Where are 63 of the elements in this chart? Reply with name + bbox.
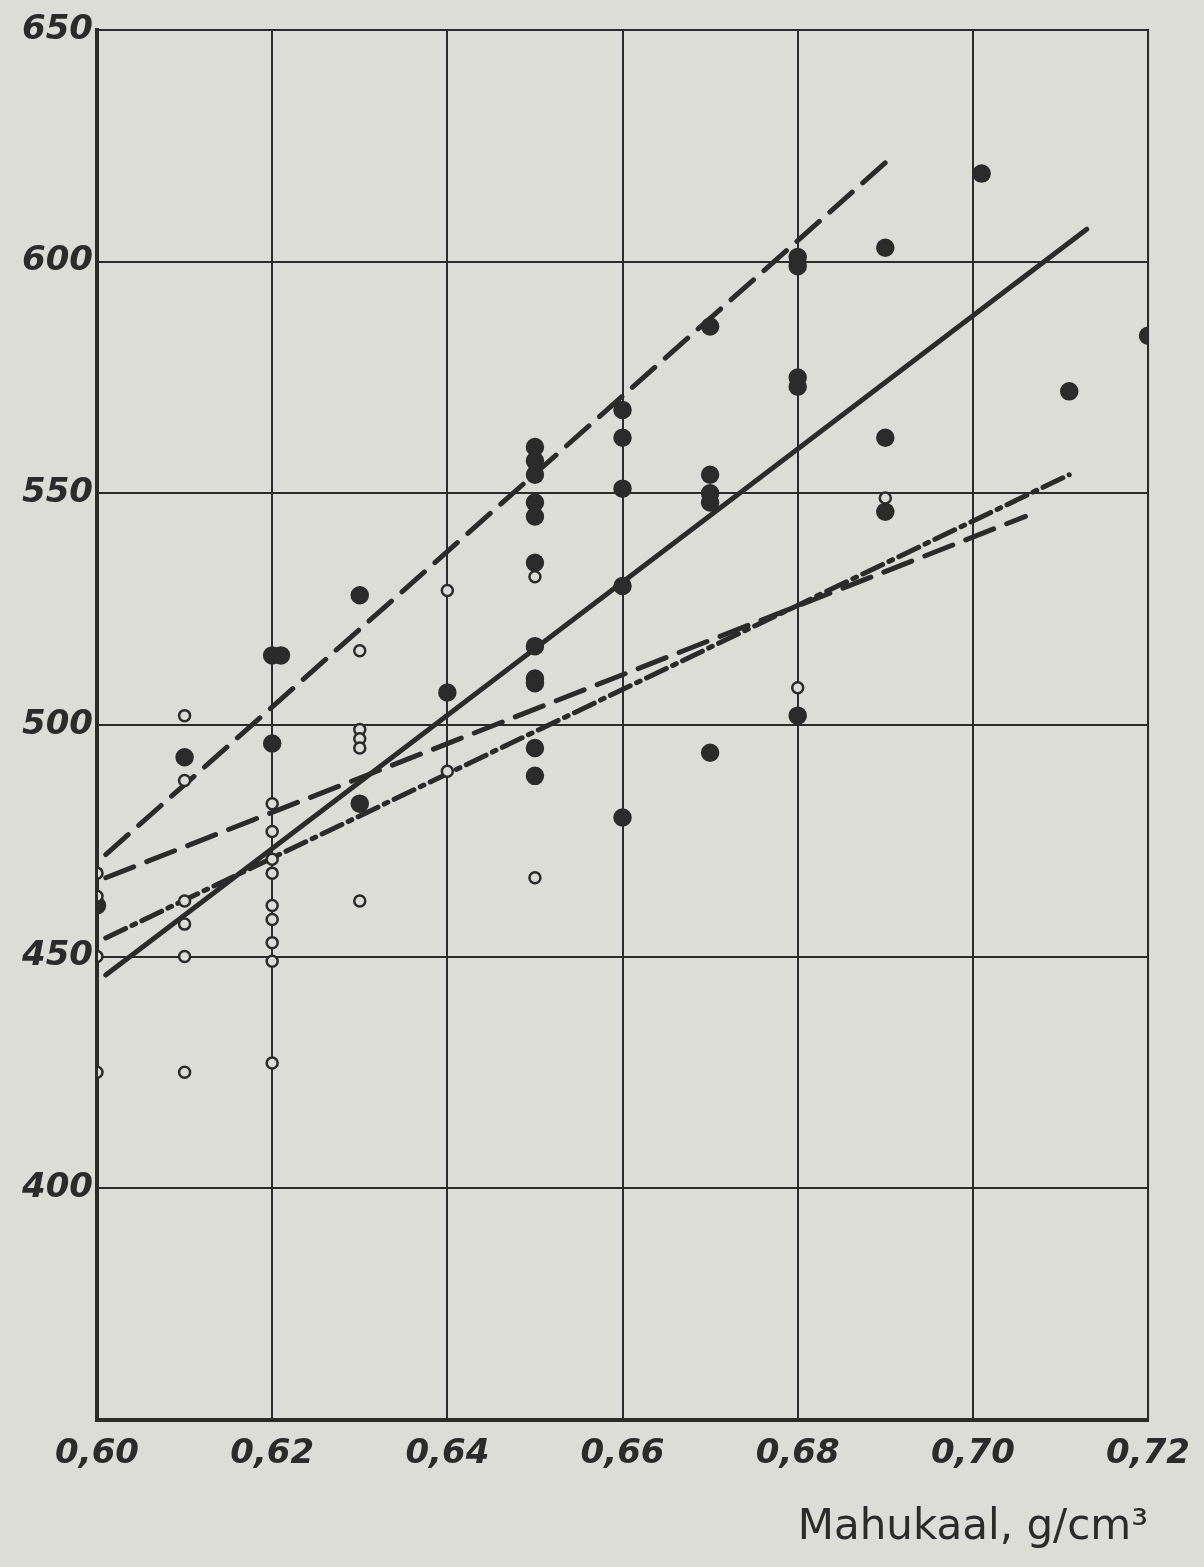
- point: [177, 949, 192, 964]
- point: [700, 317, 720, 336]
- point: [265, 912, 279, 927]
- point: [262, 734, 282, 753]
- point: [528, 871, 542, 885]
- y-tick-label: 450: [21, 933, 93, 974]
- point: [350, 794, 370, 813]
- point: [265, 866, 279, 880]
- point: [177, 894, 192, 908]
- point: [440, 583, 455, 598]
- x-tick-label: 0,64: [405, 1431, 490, 1472]
- point: [177, 708, 192, 723]
- point: [353, 741, 367, 755]
- point: [177, 773, 192, 788]
- point: [613, 576, 632, 596]
- point: [790, 681, 805, 695]
- point: [972, 164, 991, 183]
- point: [525, 738, 545, 758]
- point: [265, 824, 279, 839]
- y-tick-label: 400: [21, 1164, 93, 1205]
- point: [876, 428, 895, 447]
- x-tick-label: 0,72: [1106, 1431, 1190, 1472]
- point: [613, 400, 632, 420]
- point: [265, 796, 279, 811]
- point: [700, 743, 720, 762]
- point: [265, 954, 279, 968]
- point: [353, 894, 367, 908]
- point: [265, 898, 279, 913]
- point: [876, 238, 895, 257]
- x-tick-label: 0,60: [55, 1431, 139, 1472]
- y-tick-label: 600: [22, 238, 93, 279]
- point: [525, 636, 545, 656]
- x-tick-label: 0,68: [755, 1431, 840, 1472]
- y-tick-label: 650: [22, 6, 93, 47]
- point: [1059, 382, 1079, 401]
- point: [525, 465, 545, 484]
- point: [265, 935, 279, 950]
- point: [350, 585, 370, 605]
- point: [525, 507, 545, 526]
- point: [525, 766, 545, 786]
- x-tick-label: 0,62: [230, 1431, 315, 1472]
- point: [528, 569, 542, 584]
- x-tick-label: 0,66: [580, 1431, 665, 1472]
- point: [177, 1065, 192, 1080]
- point: [613, 808, 632, 827]
- y-tick-label: 550: [22, 470, 93, 511]
- point: [525, 553, 545, 573]
- y-tick-label: 500: [22, 701, 93, 742]
- x-axis-title: Mahukaal, g/cm³: [797, 1499, 1149, 1549]
- point: [438, 683, 457, 702]
- point: [440, 764, 455, 778]
- point: [876, 502, 895, 522]
- x-tick-label: 0,70: [930, 1431, 1015, 1472]
- point: [265, 852, 279, 866]
- point: [265, 1056, 279, 1070]
- point: [353, 644, 367, 658]
- point: [177, 917, 192, 931]
- point: [878, 491, 893, 505]
- point: [613, 428, 632, 447]
- point: [175, 748, 194, 767]
- point: [788, 706, 807, 725]
- point: [613, 479, 632, 498]
- point: [700, 465, 720, 484]
